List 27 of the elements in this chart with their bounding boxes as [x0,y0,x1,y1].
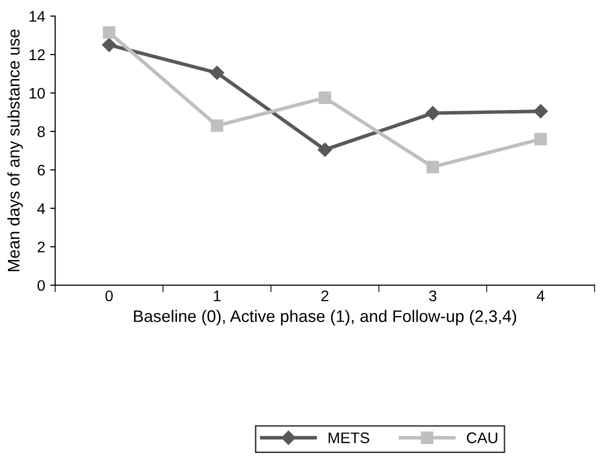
x-tick-label: 2 [321,290,328,302]
point [426,106,440,120]
point [102,38,116,52]
y-tick-label: 2 [38,242,45,252]
y-tick-label: 12 [30,49,45,60]
x-tick-label: 1 [214,290,221,302]
point [318,142,332,157]
y-tick-label: 10 [30,88,45,99]
x-axis-title: Baseline (0), Active phase (1), and Follow-up (2,3,4) [134,310,516,326]
x-tick-label: 4 [536,290,544,302]
x-tick-label: 3 [429,290,436,302]
point [534,132,547,146]
legend-label: CAU [466,432,498,444]
y-tick-label: 6 [38,164,45,176]
y-tick-label: 14 [30,11,45,22]
y-tick-label: 4 [37,203,45,214]
x-tick-label: 0 [105,290,113,302]
point [210,66,224,80]
point [534,104,548,118]
point [426,160,440,174]
legend-label: METS [328,432,370,444]
y-axis-title: Mean days of any substance use [7,30,23,272]
point [102,26,116,39]
y-tick-label: 0 [38,280,45,291]
y-tick-label: 8 [38,126,45,138]
point [210,119,224,132]
point [318,92,332,104]
